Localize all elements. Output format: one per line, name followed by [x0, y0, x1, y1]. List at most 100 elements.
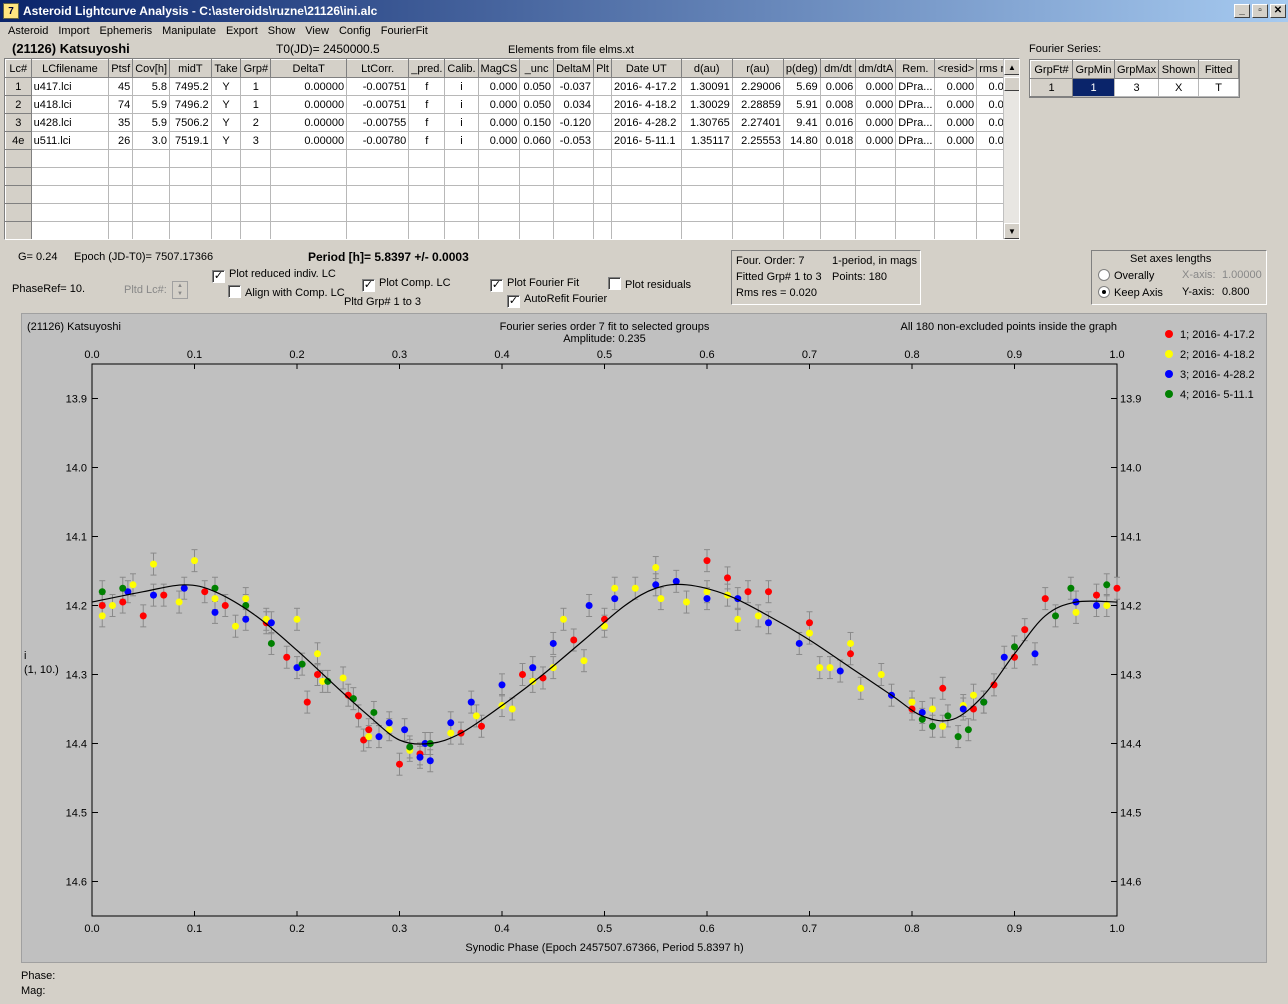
table-cell[interactable]: 0.018 [819, 131, 857, 150]
table-cell[interactable] [132, 185, 171, 204]
table-cell[interactable]: 0.000 [477, 77, 521, 96]
table-cell[interactable]: 5.91 [782, 95, 821, 114]
table-cell[interactable]: -0.00751 [346, 95, 410, 114]
table-cell[interactable]: 3 [240, 131, 272, 150]
table-cell[interactable] [240, 167, 272, 186]
table-cell[interactable]: 0.00000 [270, 95, 348, 114]
table-cell[interactable] [895, 185, 936, 204]
fourier-col-header[interactable]: GrpMax [1113, 60, 1160, 79]
table-cell[interactable] [819, 221, 857, 239]
fourier-col-header[interactable]: Fitted [1198, 60, 1240, 79]
table-cell[interactable]: f [408, 131, 446, 150]
table-cell[interactable] [210, 203, 242, 222]
table-cell[interactable]: i [444, 113, 479, 132]
menu-fourierfit[interactable]: FourierFit [380, 25, 428, 37]
table-cell[interactable]: 1 [240, 95, 272, 114]
table-cell[interactable] [270, 221, 348, 239]
lightcurve-chart[interactable]: 0.0 0.0 0.1 0.1 0.2 0.2 0.3 0.3 0.4 0.4 0.5 0.5 0.6 0… [22, 314, 1268, 964]
table-cell[interactable]: 45 [108, 77, 134, 96]
table-cell[interactable]: -0.00751 [346, 77, 410, 96]
table-cell[interactable] [680, 203, 733, 222]
table-cell[interactable] [519, 185, 555, 204]
lc-col-header[interactable]: Calib. [444, 59, 479, 78]
table-cell[interactable] [408, 149, 446, 168]
lc-col-header[interactable]: midT [169, 59, 212, 78]
table-cell[interactable] [593, 77, 612, 96]
table-cell[interactable] [519, 203, 555, 222]
table-cell[interactable] [519, 167, 555, 186]
table-cell[interactable]: 0.000 [855, 113, 897, 132]
table-cell[interactable] [593, 185, 612, 204]
lc-col-header[interactable]: r(au) [731, 59, 784, 78]
table-cell[interactable] [855, 167, 897, 186]
row-header[interactable]: 2 [5, 95, 32, 114]
table-cell[interactable] [408, 203, 446, 222]
table-cell[interactable] [895, 203, 936, 222]
lc-col-header[interactable]: LtCorr. [346, 59, 410, 78]
plot-comp-checkbox[interactable]: ✓ Plot Comp. LC [362, 277, 451, 292]
table-cell[interactable]: 0.008 [819, 95, 857, 114]
table-cell[interactable] [240, 149, 272, 168]
table-cell[interactable] [855, 185, 897, 204]
plot-reduced-check-icon[interactable]: ✓ [212, 270, 225, 283]
scroll-up-icon[interactable]: ▲ [1004, 59, 1019, 75]
table-cell[interactable]: i [444, 77, 479, 96]
table-cell[interactable]: -0.00755 [346, 113, 410, 132]
keep-axis-radio-icon[interactable] [1098, 286, 1110, 298]
table-cell[interactable] [108, 185, 134, 204]
table-cell[interactable]: 1 [240, 77, 272, 96]
table-cell[interactable]: DPra... [895, 131, 936, 150]
table-cell[interactable]: u428.lci [30, 113, 110, 132]
table-cell[interactable] [346, 185, 410, 204]
table-cell[interactable] [132, 167, 171, 186]
table-cell[interactable] [855, 203, 897, 222]
table-cell[interactable] [270, 203, 348, 222]
menu-show[interactable]: Show [267, 25, 296, 37]
table-row[interactable]: 4e u511.lci 26 3.0 7519.1 Y 3 0.00000 -0.00780 f i… [5, 131, 1019, 150]
table-cell[interactable] [731, 185, 784, 204]
table-cell[interactable]: u511.lci [30, 131, 110, 150]
yaxis-value[interactable]: 0.800 [1222, 286, 1250, 298]
lc-col-header[interactable]: <resid> [934, 59, 978, 78]
row-header[interactable] [5, 167, 32, 186]
table-cell[interactable] [934, 221, 978, 239]
row-header[interactable] [5, 203, 32, 222]
table-cell[interactable]: f [408, 77, 446, 96]
row-header[interactable]: 1 [1030, 78, 1073, 97]
lc-col-header[interactable]: Grp# [240, 59, 272, 78]
table-cell[interactable] [593, 167, 612, 186]
table-cell[interactable] [782, 149, 821, 168]
table-cell[interactable] [782, 167, 821, 186]
menu-manipulate[interactable]: Manipulate [162, 25, 216, 37]
table-cell[interactable] [132, 149, 171, 168]
plot-residuals-check-icon[interactable] [608, 277, 621, 290]
table-cell[interactable] [610, 185, 682, 204]
table-cell[interactable] [819, 203, 857, 222]
lc-col-header[interactable]: Rem. [895, 59, 936, 78]
table-cell[interactable] [782, 221, 821, 239]
table-cell[interactable] [680, 149, 733, 168]
table-cell[interactable]: 0.060 [519, 131, 555, 150]
table-cell[interactable]: 7519.1 [169, 131, 212, 150]
table-cell[interactable]: 0.000 [934, 113, 978, 132]
lc-col-header[interactable]: MagCS [477, 59, 521, 78]
lc-col-header[interactable]: d(au) [680, 59, 733, 78]
align-comp-checkbox[interactable]: Align with Comp. LC [228, 285, 345, 299]
table-cell[interactable]: 2.27401 [731, 113, 784, 132]
row-header[interactable]: 3 [5, 113, 32, 132]
table-cell[interactable]: 1.30029 [680, 95, 733, 114]
table-cell[interactable] [895, 149, 936, 168]
table-cell[interactable]: DPra... [895, 77, 936, 96]
table-cell[interactable]: 5.9 [132, 95, 171, 114]
table-row[interactable]: 2 u418.lci 74 5.9 7496.2 Y 1 0.00000 -0.00751 f i 0… [5, 95, 1019, 114]
table-cell[interactable]: 0.150 [519, 113, 555, 132]
table-cell[interactable] [30, 221, 110, 239]
table-cell[interactable] [444, 167, 479, 186]
table-cell[interactable]: 0.050 [519, 95, 555, 114]
row-header[interactable] [5, 221, 32, 239]
table-cell[interactable] [782, 185, 821, 204]
table-cell[interactable]: 2.29006 [731, 77, 784, 96]
table-cell[interactable] [477, 203, 521, 222]
table-cell[interactable] [593, 95, 612, 114]
table-cell[interactable]: i [444, 95, 479, 114]
